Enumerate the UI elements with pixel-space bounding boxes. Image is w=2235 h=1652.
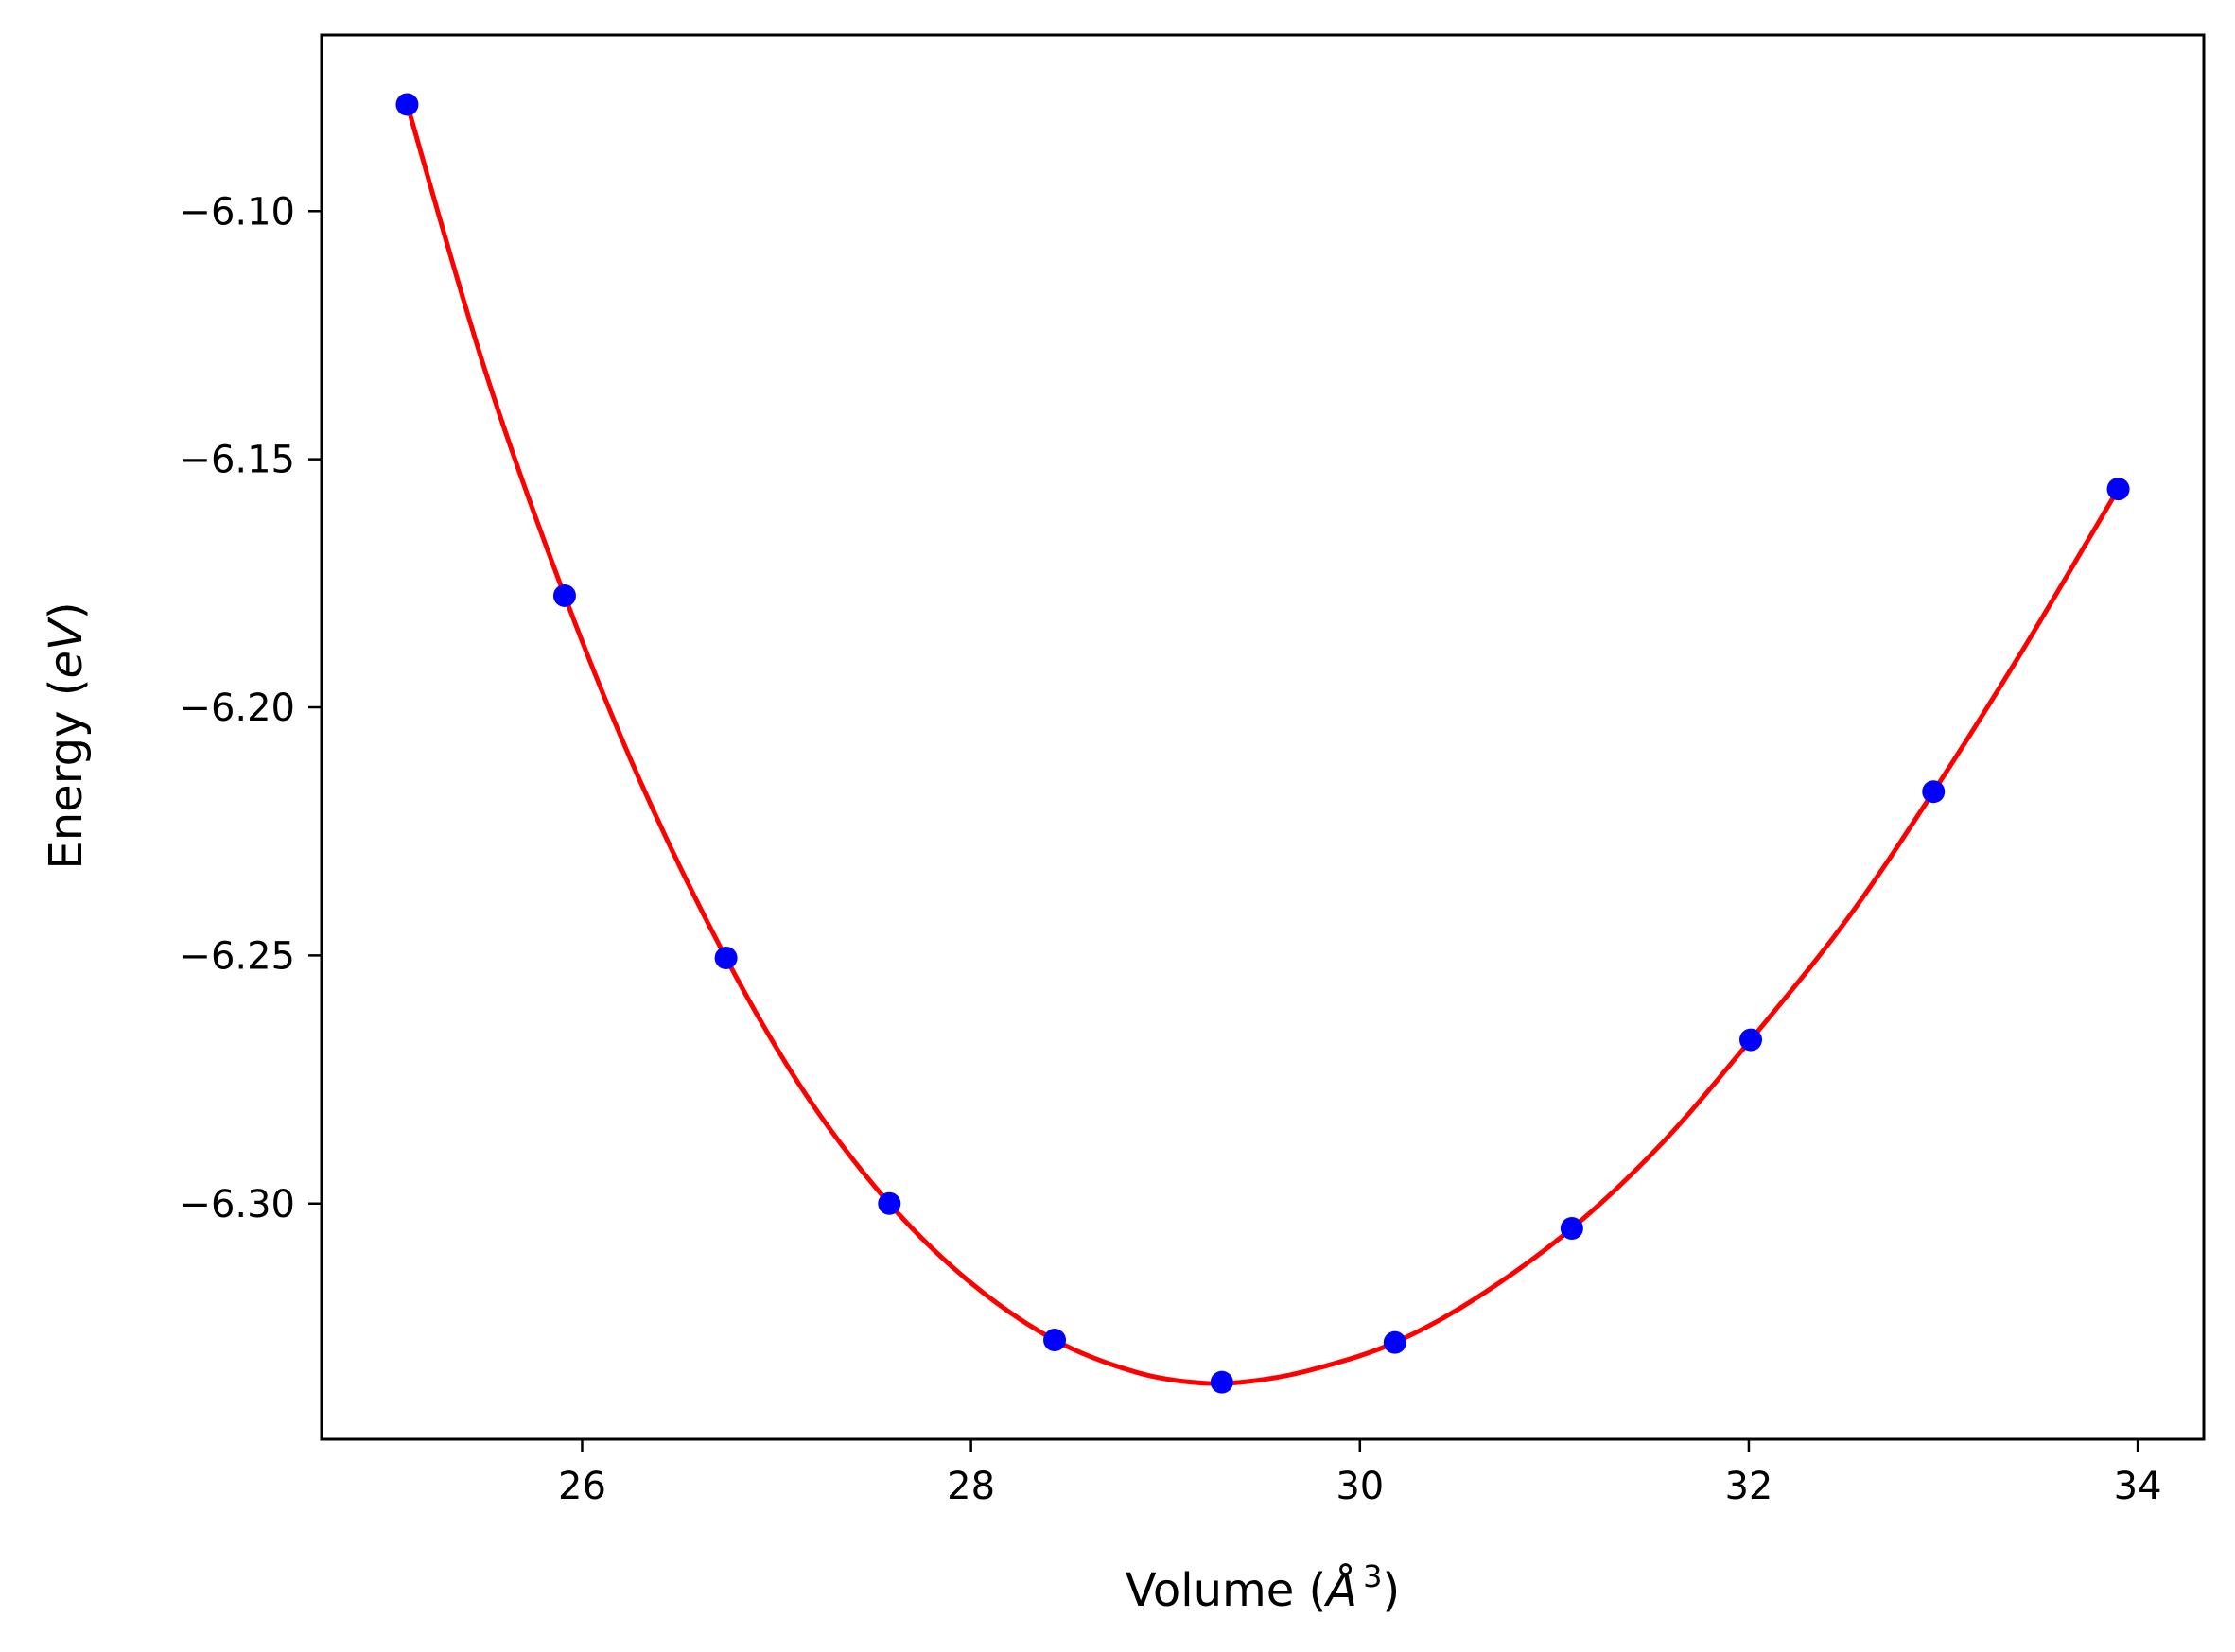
y-tick-label: −6.30 bbox=[179, 1183, 295, 1226]
data-point bbox=[1739, 1028, 1763, 1052]
x-tick-label: 28 bbox=[947, 1465, 995, 1508]
plot-frame bbox=[320, 33, 2206, 1441]
y-axis-ticks: −6.10 −6.15 −6.20 −6.25 −6.30 bbox=[179, 190, 322, 1226]
data-point bbox=[1922, 780, 1946, 804]
data-point bbox=[878, 1191, 901, 1215]
data-point bbox=[1043, 1329, 1067, 1352]
fit-curve-line bbox=[405, 102, 2121, 1386]
data-point bbox=[395, 93, 419, 116]
x-axis-ticks: 26 28 30 32 34 bbox=[558, 1439, 2162, 1508]
data-point bbox=[1210, 1370, 1233, 1394]
x-tick-label: 30 bbox=[1336, 1465, 1384, 1508]
data-point bbox=[714, 947, 738, 970]
data-point bbox=[1560, 1216, 1583, 1240]
data-point bbox=[552, 583, 576, 607]
x-tick-label: 26 bbox=[558, 1465, 606, 1508]
y-tick-label: −6.15 bbox=[179, 439, 295, 482]
y-axis-label-unit: eV bbox=[40, 617, 93, 679]
data-point bbox=[1383, 1330, 1406, 1354]
y-tick-label: −6.25 bbox=[179, 934, 295, 978]
series-layer bbox=[395, 93, 2130, 1394]
y-tick-label: −6.10 bbox=[179, 190, 295, 234]
y-axis-label-suffix: ) bbox=[40, 601, 93, 619]
y-tick-label: −6.20 bbox=[179, 687, 295, 730]
x-tick-label: 34 bbox=[2114, 1465, 2162, 1508]
x-tick-label: 32 bbox=[1724, 1465, 1772, 1508]
x-axis-label: Volume (Å 3) bbox=[1126, 1558, 1400, 1617]
x-axis-label-exponent: 3 bbox=[1363, 1558, 1382, 1594]
x-axis-label-prefix: Volume ( bbox=[1126, 1564, 1327, 1617]
data-point bbox=[2106, 478, 2130, 501]
y-axis-label: Energy (eV) bbox=[40, 601, 93, 869]
y-axis-label-prefix: Energy ( bbox=[40, 679, 93, 870]
x-axis-label-suffix: ) bbox=[1382, 1564, 1400, 1617]
x-axis-label-symbol: Å bbox=[1323, 1563, 1357, 1617]
